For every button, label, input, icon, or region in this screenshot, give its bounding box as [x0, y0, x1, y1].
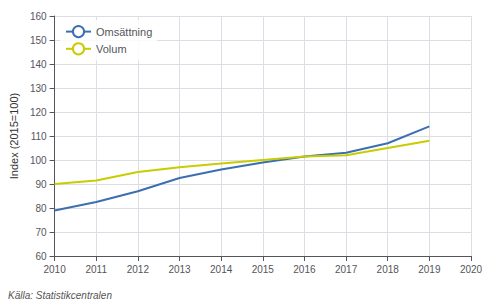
svg-text:2013: 2013: [168, 264, 191, 275]
svg-text:2010: 2010: [43, 264, 66, 275]
svg-text:Volum: Volum: [96, 43, 127, 55]
svg-text:2014: 2014: [210, 264, 233, 275]
svg-text:130: 130: [30, 83, 47, 94]
svg-text:2015: 2015: [252, 264, 275, 275]
svg-text:2017: 2017: [335, 264, 358, 275]
svg-text:2019: 2019: [418, 264, 441, 275]
svg-text:120: 120: [30, 107, 47, 118]
svg-text:2016: 2016: [293, 264, 316, 275]
svg-text:2011: 2011: [85, 264, 107, 275]
svg-text:90: 90: [35, 179, 47, 190]
svg-text:80: 80: [35, 203, 47, 214]
svg-text:Omsättning: Omsättning: [96, 26, 152, 38]
svg-text:2012: 2012: [127, 264, 150, 275]
svg-text:Källa: Statistikcentralen: Källa: Statistikcentralen: [8, 290, 112, 301]
svg-text:100: 100: [30, 155, 47, 166]
svg-text:2020: 2020: [460, 264, 483, 275]
svg-text:2018: 2018: [377, 264, 400, 275]
svg-text:70: 70: [35, 227, 47, 238]
svg-text:60: 60: [35, 251, 47, 262]
svg-text:110: 110: [31, 131, 47, 142]
svg-text:150: 150: [30, 35, 47, 46]
svg-text:140: 140: [30, 59, 47, 70]
svg-text:Index (2015=100): Index (2015=100): [8, 93, 20, 180]
svg-text:160: 160: [30, 11, 47, 22]
